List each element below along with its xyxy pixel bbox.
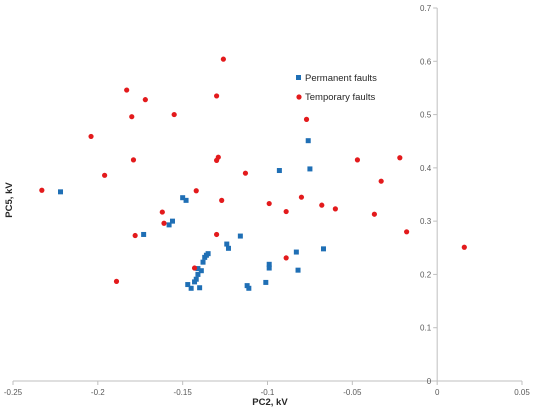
data-point-permanent (225, 245, 231, 251)
data-point-temporary (159, 209, 165, 215)
data-point-permanent (307, 166, 313, 172)
data-point-temporary (303, 116, 310, 122)
data-point-temporary (354, 157, 361, 163)
data-point-permanent (305, 138, 311, 144)
data-point-temporary (266, 200, 272, 207)
data-point-permanent (197, 285, 203, 291)
data-point-temporary (39, 187, 45, 193)
data-point-temporary (214, 231, 220, 238)
data-point-temporary (124, 87, 130, 93)
data-point-temporary (283, 208, 289, 215)
data-point-permanent (183, 197, 189, 203)
axes: -0.25 -0.2 -0.15 -0.1 -0.05 0 0.05 0 0.1 0.2 0.3 0.… (4, 4, 530, 397)
x-tick-label: -0.15 (174, 388, 193, 397)
data-point-temporary (215, 154, 221, 160)
data-point-permanent (205, 251, 211, 257)
data-point-temporary (461, 244, 467, 250)
data-point-permanent (295, 267, 301, 273)
y-axis-title: PC5, kV (4, 182, 15, 218)
data-points (39, 56, 467, 291)
data-point-temporary (378, 178, 384, 184)
data-point-temporary (332, 206, 338, 212)
x-tick-label: -0.25 (4, 388, 23, 397)
data-point-temporary (129, 114, 135, 120)
x-tick-label: -0.1 (261, 388, 275, 397)
legend: Permanent faults Temporary faults (296, 73, 377, 103)
data-point-temporary (132, 232, 138, 239)
x-tick-label: -0.2 (91, 388, 105, 397)
data-point-permanent (266, 261, 272, 267)
data-point-temporary (142, 97, 148, 103)
x-tick-label: 0 (435, 388, 440, 397)
legend-label-temporary: Temporary faults (305, 92, 375, 103)
data-point-permanent (320, 246, 326, 252)
legend-marker-temporary (296, 94, 302, 100)
data-point-permanent (185, 282, 191, 288)
y-tick-label: 0.5 (420, 111, 432, 120)
data-point-permanent (237, 233, 243, 239)
data-point-temporary (319, 202, 325, 208)
data-point-permanent (198, 268, 204, 274)
data-point-temporary (404, 229, 410, 235)
legend-label-permanent: Permanent faults (305, 73, 377, 84)
data-point-permanent (166, 222, 172, 228)
data-point-temporary (283, 255, 289, 261)
data-point-temporary (193, 188, 199, 194)
y-tick-label: 0 (427, 377, 432, 386)
data-point-permanent (58, 189, 64, 195)
data-point-temporary (214, 93, 220, 99)
data-point-permanent (193, 276, 199, 282)
data-point-permanent (276, 168, 282, 174)
data-point-temporary (397, 155, 403, 161)
data-point-permanent (188, 285, 194, 291)
series-temporary-faults (39, 56, 467, 284)
data-point-permanent (200, 259, 206, 265)
data-point-temporary (298, 194, 305, 200)
data-point-permanent (192, 279, 198, 285)
legend-marker-permanent (296, 75, 301, 80)
data-point-temporary (161, 220, 167, 226)
data-point-temporary (171, 111, 177, 118)
data-point-permanent (169, 218, 175, 224)
data-point-permanent (195, 266, 201, 272)
y-tick-label: 0.2 (420, 270, 432, 279)
x-axis-title: PC2, kV (252, 397, 288, 408)
data-point-temporary (102, 172, 108, 178)
data-point-permanent (244, 283, 250, 289)
data-point-temporary (113, 278, 120, 284)
y-tick-label: 0.3 (420, 217, 432, 226)
y-tick-label: 0.6 (420, 57, 432, 66)
y-tick-label: 0.1 (420, 324, 432, 333)
data-point-temporary (242, 170, 249, 176)
data-point-permanent (293, 249, 299, 255)
data-point-permanent (224, 241, 230, 247)
x-tick-label: 0.05 (514, 388, 530, 397)
series-permanent-faults (58, 138, 326, 291)
data-point-temporary (220, 56, 226, 62)
x-tick-label: -0.05 (343, 388, 362, 397)
data-point-permanent (180, 195, 186, 201)
data-point-temporary (130, 157, 137, 163)
data-point-permanent (266, 265, 272, 271)
data-point-temporary (371, 211, 377, 217)
data-point-permanent (195, 271, 201, 277)
data-point-temporary (88, 133, 94, 140)
y-tick-label: 0.4 (420, 164, 432, 173)
data-point-temporary (219, 197, 225, 203)
data-point-permanent (263, 279, 269, 285)
data-point-permanent (141, 231, 147, 237)
y-tick-label: 0.7 (420, 4, 432, 13)
data-point-temporary (191, 265, 198, 271)
data-point-permanent (246, 285, 252, 291)
